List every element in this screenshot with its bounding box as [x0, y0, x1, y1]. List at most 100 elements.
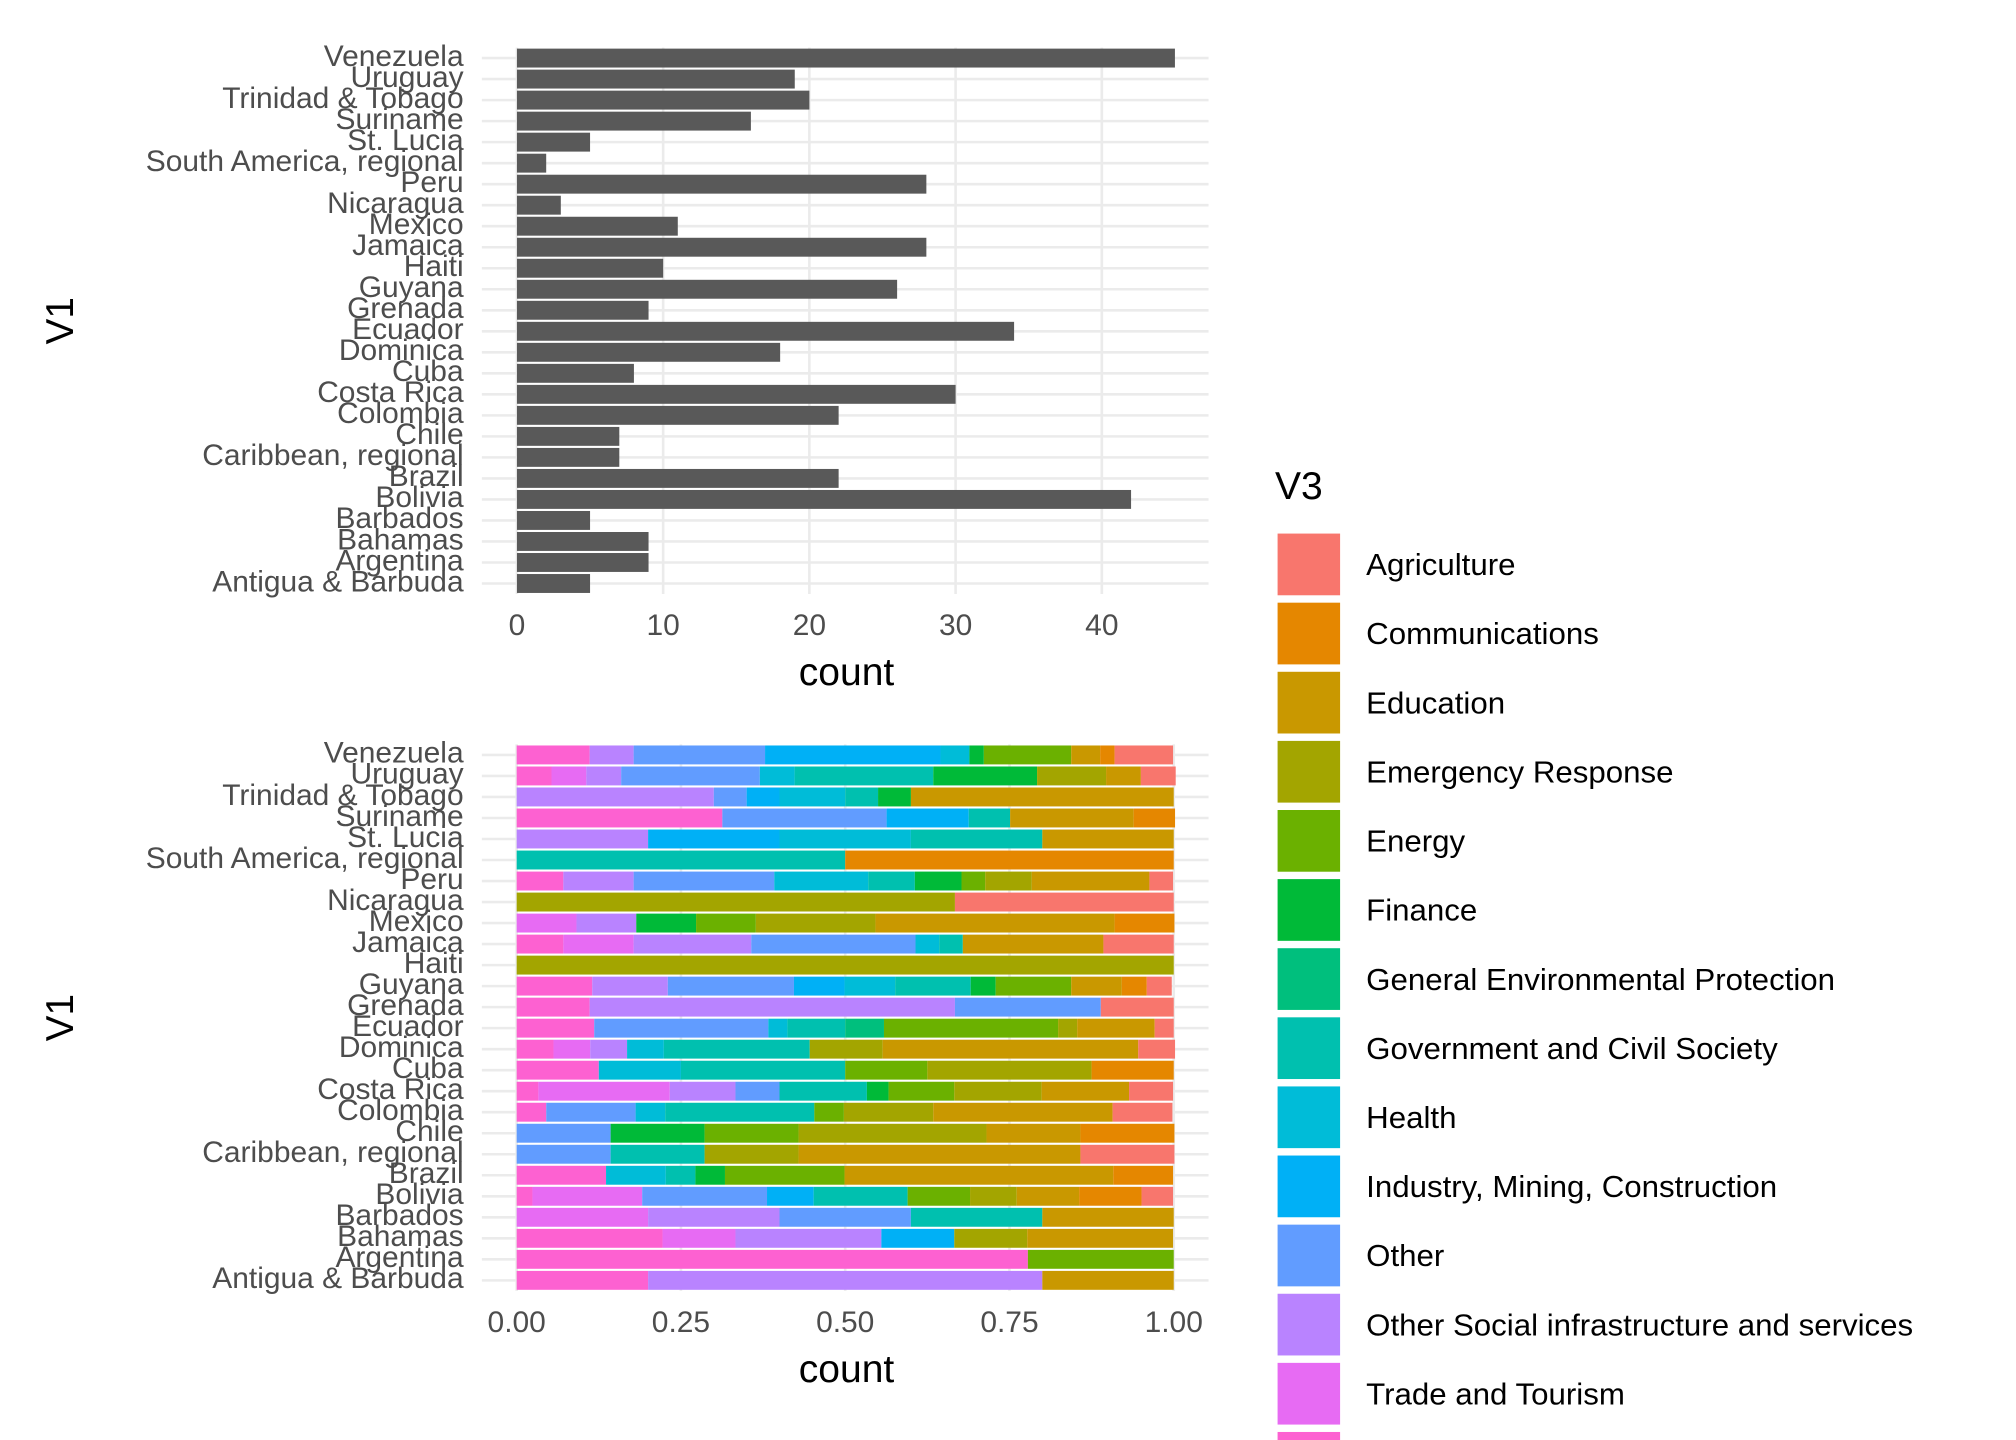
y-tick-label: Trinidad & Tobago: [222, 82, 463, 115]
x-tick-label: 40: [1085, 609, 1118, 642]
y-tick-label: Argentina: [335, 544, 464, 577]
y-tick-label: Bahamas: [337, 523, 463, 556]
y-tick-label: Cuba: [392, 355, 464, 388]
bar: [516, 447, 620, 467]
bar-segment: [516, 955, 1174, 975]
bar-segment: [1114, 913, 1175, 933]
legend-label: General Environmental Protection: [1366, 962, 1835, 997]
y-tick-label: Chile: [395, 418, 463, 451]
bar-segment: [765, 745, 941, 765]
bar-segment: [814, 1102, 844, 1122]
bar-segment: [648, 1270, 1043, 1290]
y-tick-label: Bolivia: [375, 1178, 464, 1211]
legend-swatch: [1277, 1086, 1341, 1149]
bar-segment: [546, 1102, 636, 1122]
bar-segment: [551, 766, 587, 786]
bar-segment: [695, 1165, 725, 1185]
bar-segment: [621, 766, 760, 786]
bar-segment: [516, 787, 714, 807]
bar: [516, 510, 591, 530]
bar-segment: [983, 745, 1072, 765]
x-tick-label: 30: [939, 609, 972, 642]
y-tick-label: Suriname: [335, 103, 463, 136]
bar-segment: [1091, 1060, 1174, 1080]
legend-label: Agriculture: [1366, 547, 1515, 582]
bar-segment: [813, 1186, 908, 1206]
bar-segment: [516, 1186, 533, 1206]
bar: [516, 532, 649, 551]
y-tick-label: Uruguay: [350, 61, 463, 94]
bar-segment: [722, 808, 887, 828]
bar-segment: [881, 1228, 955, 1248]
x-axis-title: count: [799, 651, 895, 694]
legend-swatch: [1277, 879, 1341, 941]
bar-segment: [933, 766, 1038, 786]
y-tick-label: Barbados: [335, 1199, 463, 1232]
bar-segment: [970, 1186, 1017, 1206]
bar-segment: [1042, 1270, 1174, 1290]
bar-segment: [735, 1081, 780, 1101]
legend-swatch: [1277, 533, 1341, 596]
bar-segment: [1121, 976, 1147, 996]
bar-segment: [954, 1228, 1028, 1248]
y-tick-label: Jamaica: [352, 229, 464, 262]
legend-swatch: [1277, 1293, 1341, 1356]
bar-segment: [798, 1123, 987, 1143]
bar-segment: [779, 787, 846, 807]
bar-segment: [1140, 766, 1176, 786]
bar-segment: [1080, 1144, 1175, 1164]
bar-segment: [1071, 976, 1122, 996]
y-tick-label: Guyana: [359, 271, 464, 304]
y-tick-label: Haiti: [404, 947, 464, 980]
bar-segment: [886, 808, 969, 828]
legend-label: Communications: [1366, 616, 1599, 651]
bar-segment: [970, 976, 996, 996]
y-tick-label: Colombia: [337, 1094, 464, 1127]
bar-segment: [1077, 1018, 1155, 1038]
bar-segment: [516, 976, 593, 996]
bar-segment: [794, 766, 934, 786]
bar: [516, 342, 781, 362]
bar-segment: [985, 871, 1032, 891]
legend-swatch: [1277, 740, 1341, 803]
bar-segment: [746, 787, 780, 807]
bar-segment: [606, 1165, 666, 1185]
bar-segment: [680, 1060, 846, 1080]
bar: [516, 384, 956, 404]
bar-segment: [774, 871, 869, 891]
bar-segment: [969, 745, 984, 765]
y-tick-label: Brazil: [389, 460, 464, 493]
bar-segment: [516, 1270, 649, 1290]
y-tick-label: Bolivia: [375, 481, 464, 514]
y-tick-label: Peru: [400, 863, 463, 896]
bar-segment: [866, 1081, 889, 1101]
bar-segment: [516, 1165, 607, 1185]
bar: [516, 405, 839, 425]
legend-swatch: [1277, 810, 1341, 872]
bar-segment: [962, 934, 1104, 954]
bar-segment: [648, 829, 780, 849]
bar-segment: [759, 766, 795, 786]
bar-segment: [809, 1039, 883, 1059]
bar-segment: [914, 871, 962, 891]
bar: [516, 321, 1015, 341]
legend-label: Trade and Tourism: [1366, 1377, 1625, 1412]
y-tick-label: Ecuador: [352, 313, 464, 346]
bar-segment: [696, 913, 756, 933]
bar: [516, 90, 810, 110]
legend-label: Other Social infrastructure and services: [1366, 1308, 1913, 1343]
y-tick-label: Ecuador: [352, 1010, 464, 1043]
bar-segment: [875, 913, 1115, 933]
y-tick-label: Caribbean, regional: [202, 1136, 463, 1169]
bar-segment: [1103, 934, 1174, 954]
bar-segment: [915, 934, 940, 954]
x-axis-title: count: [799, 1348, 895, 1391]
bar-segment: [1154, 1018, 1174, 1038]
bar-segment: [751, 934, 916, 954]
bar-segment: [1027, 1228, 1174, 1248]
bar-segment: [1080, 1123, 1175, 1143]
bar-segment: [844, 976, 896, 996]
x-tick-label: 0.00: [488, 1306, 546, 1339]
